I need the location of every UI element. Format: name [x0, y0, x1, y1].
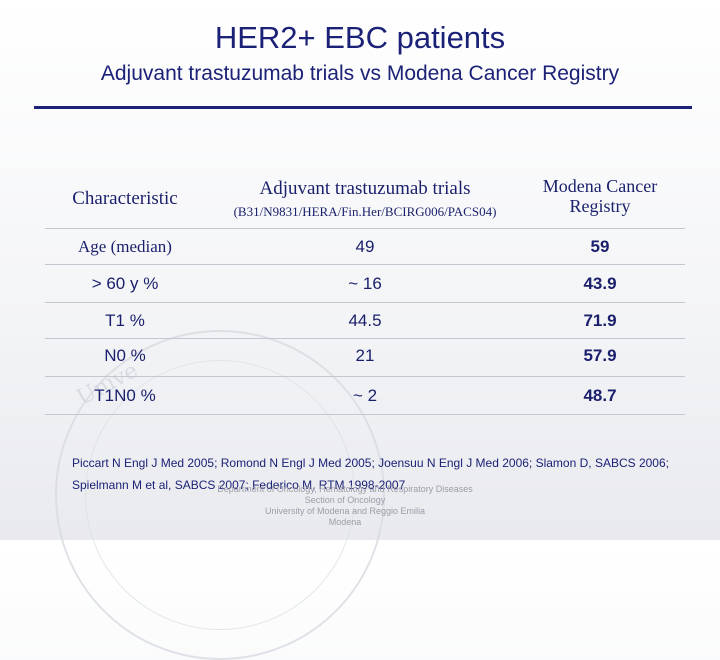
- header-trials: Adjuvant trastuzumab trials (B31/N9831/H…: [205, 178, 525, 220]
- reference-line-1: Piccart N Engl J Med 2005; Romond N Engl…: [72, 456, 669, 470]
- row-divider: [45, 338, 685, 339]
- references: Piccart N Engl J Med 2005; Romond N Engl…: [72, 452, 692, 496]
- row-registry-value: 43.9: [583, 274, 617, 293]
- row-label: T1 %: [105, 311, 145, 330]
- title-underline: [34, 106, 692, 109]
- row-registry-value: 71.9: [583, 311, 617, 330]
- header-trials-title: Adjuvant trastuzumab trials: [259, 178, 471, 199]
- row-trials-value: 49: [355, 237, 375, 256]
- slide-subtitle: Adjuvant trastuzumab trials vs Modena Ca…: [100, 62, 620, 85]
- row-label: > 60 y %: [91, 274, 159, 293]
- dept-line-4: Modena: [328, 517, 362, 527]
- dept-line-3: University of Modena and Reggio Emilia: [264, 506, 426, 516]
- row-divider: [45, 414, 685, 415]
- row-registry-value: 59: [590, 237, 610, 256]
- row-trials-value: 21: [355, 346, 375, 365]
- row-trials-value: ~ 2: [352, 386, 378, 405]
- header-registry-line1: Modena Cancer: [542, 176, 658, 196]
- department-watermark: Department of Oncology, Hematology and R…: [215, 484, 475, 528]
- row-trials-value: ~ 16: [348, 274, 382, 293]
- reference-line-2: Spielmann M et al, SABCS 2007; Federico …: [72, 478, 406, 492]
- row-divider: [45, 264, 685, 265]
- row-label: N0 %: [104, 346, 146, 365]
- header-characteristic: Characteristic: [72, 188, 178, 209]
- slide-title: HER2+ EBC patients: [214, 20, 506, 55]
- dept-line-2: Section of Oncology: [304, 495, 386, 505]
- table-row: Age (median) 49 59: [45, 234, 685, 264]
- table-header-row: Characteristic Adjuvant trastuzumab tria…: [45, 172, 685, 234]
- row-divider: [45, 302, 685, 303]
- row-divider: [45, 376, 685, 377]
- table-row: > 60 y % ~ 16 43.9: [45, 272, 685, 302]
- table-row: T1N0 % ~ 2 48.7: [45, 384, 685, 414]
- row-registry-value: 48.7: [583, 386, 617, 405]
- table-row: N0 % 21 57.9: [45, 346, 685, 376]
- header-registry-line2: Registry: [569, 196, 631, 216]
- header-registry: Modena Cancer Registry: [515, 176, 685, 216]
- row-label: T1N0 %: [94, 386, 156, 405]
- table-row: T1 % 44.5 71.9: [45, 310, 685, 340]
- row-trials-value: 44.5: [348, 311, 382, 330]
- dept-line-1: Department of Oncology, Hematology and R…: [217, 484, 473, 494]
- header-divider: [45, 228, 685, 229]
- row-registry-value: 57.9: [583, 346, 617, 365]
- row-label: Age (median): [78, 237, 172, 256]
- header-trials-subtitle: (B31/N9831/HERA/Fin.Her/BCIRG006/PACS04): [233, 204, 497, 219]
